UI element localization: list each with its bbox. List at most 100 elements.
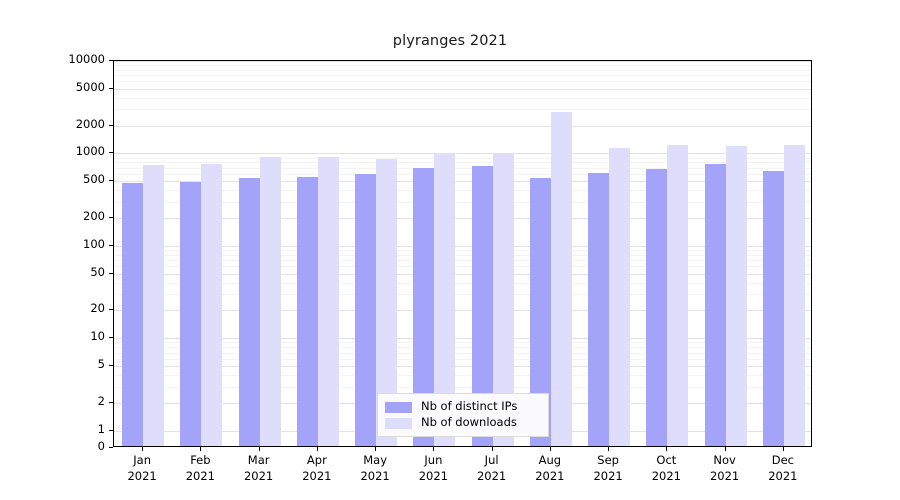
gridline-major [114,245,811,247]
y-axis-tick-label: 5 [97,357,105,371]
bar-ips-jan [122,182,144,446]
gridline [114,282,811,284]
y-axis-tick-label: 500 [83,172,105,187]
x-axis-tick-label: Aug 2021 [505,453,595,485]
x-axis-tick-year: 2021 [476,468,507,483]
bar-downloads-oct [667,145,689,446]
bar-downloads-mar [259,156,281,446]
x-axis-tick-label: Mar 2021 [214,453,304,485]
x-axis-tick-month: Feb [190,453,211,467]
bar-downloads-nov [725,146,747,446]
x-axis-tick-year: 2021 [593,468,623,483]
legend-item-downloads: Nb of downloads [385,415,541,431]
y-axis-tick-label: 1000 [75,144,105,159]
x-axis-tick-mark [666,447,668,451]
gridline-major [114,366,811,367]
y-axis-tick-label: 200 [83,208,105,223]
x-axis-tick-mark [200,447,202,451]
x-axis-tick-year: 2021 [185,468,216,483]
gridline [114,65,811,67]
y-axis-tick-mark [109,401,113,403]
bar-ips-mar [238,178,260,446]
x-axis-tick-year: 2021 [243,468,274,483]
x-axis-tick-mark [433,447,435,451]
x-axis-tick-year: 2021 [302,468,332,483]
y-axis-tick-label: 5000 [75,79,105,94]
y-axis-tick-mark [109,216,113,218]
x-axis-tick-year: 2021 [360,468,390,483]
gridline [114,167,811,169]
y-axis-tick-mark [109,447,113,448]
x-axis-tick-year: 2021 [768,468,798,483]
gridline [114,69,811,71]
gridline-major [114,181,811,183]
x-axis-tick-month: Nov [713,453,736,467]
y-axis-tick-label: 10000 [68,52,105,66]
gridline [114,266,811,268]
x-axis-tick-mark [608,447,610,451]
x-axis-tick-year: 2021 [651,468,682,483]
x-axis-tick-label: May 2021 [330,453,420,485]
gridline-major [114,88,811,90]
plot-area [113,60,812,447]
y-axis-tick-mark [109,87,113,89]
gridline-major [114,61,811,62]
bar-ips-sep [588,172,610,446]
gridline [114,109,811,111]
bar-downloads-feb [201,163,223,446]
y-axis-tick-label: 2000 [75,116,105,131]
bar-downloads-sep [609,147,631,446]
x-axis-tick-month: May [363,453,388,467]
bar-downloads-jun [434,154,456,446]
gridline-major [114,273,811,275]
y-axis-tick-mark [109,124,113,126]
gridline [114,157,811,159]
gridline [114,342,811,344]
x-axis-tick-year: 2021 [418,468,449,483]
bar-downloads-aug [550,112,572,446]
x-axis-tick-month: Jun [424,453,443,467]
legend-label-ips: Nb of distinct IPs [421,399,518,414]
bar-downloads-dec [783,144,805,446]
bar-ips-dec [762,170,784,446]
gridline [114,352,811,354]
y-axis-tick-label: 20 [90,301,105,316]
y-axis-tick-mark [109,337,113,339]
x-axis-tick-month: Apr [306,453,327,467]
x-axis-tick-year: 2021 [535,468,565,483]
x-axis-tick-mark [549,447,551,451]
gridline [114,173,811,175]
gridline [114,250,811,252]
legend-label-downloads: Nb of downloads [421,415,517,430]
chart-title: plyranges 2021 [392,33,508,49]
y-axis-tick-mark [109,152,113,154]
bar-ips-apr [296,177,318,446]
gridline [114,201,811,203]
y-axis-tick-label: 100 [83,236,105,251]
x-axis-tick-label: Jan 2021 [97,453,187,485]
chart-legend: Nb of distinct IPs Nb of downloads [377,393,549,437]
gridline [114,254,811,256]
y-axis-tick-label: 10 [90,329,105,344]
bar-downloads-jan [143,165,165,446]
bar-ips-jul [471,165,493,446]
x-axis-tick-month: Sep [597,453,619,467]
bar-downloads-jul [492,153,514,446]
x-axis-tick-month: Mar [247,453,270,467]
y-axis-tick-mark [109,272,113,274]
legend-swatch-downloads [385,417,412,429]
bar-ips-may [355,174,377,446]
y-axis-tick-label: 1 [97,421,105,436]
gridline [114,260,811,262]
x-axis-tick-label: Sep 2021 [563,453,653,485]
x-axis-tick-mark [142,447,144,451]
y-axis-tick-mark [109,244,113,246]
gridline-major [114,217,811,219]
bar-ips-oct [646,169,668,446]
bar-ips-jun [413,168,435,446]
x-axis-tick-label: Feb 2021 [155,453,245,485]
x-axis-tick-label: Dec 2021 [738,453,828,485]
x-axis-tick-label: Oct 2021 [621,453,711,485]
x-axis-tick-mark [258,447,260,451]
